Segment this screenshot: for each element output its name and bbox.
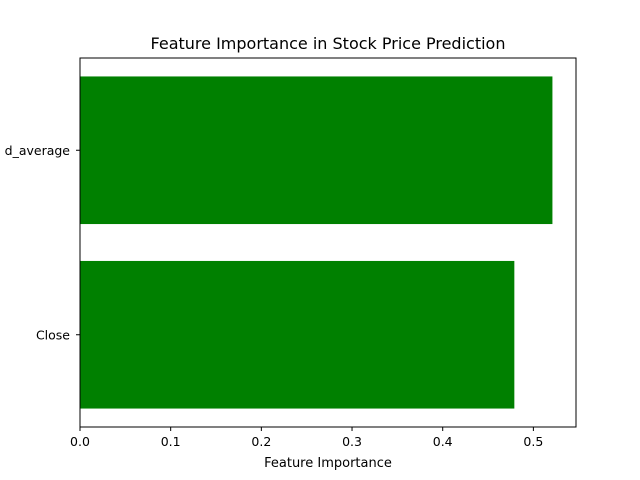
bars-group <box>80 76 553 409</box>
bar-close <box>80 260 515 409</box>
x-axis-label: Feature Importance <box>264 456 392 471</box>
x-tick-label: 0.2 <box>251 434 271 449</box>
y-axis-ticks: Close d_average <box>5 143 80 342</box>
chart-title: Feature Importance in Stock Price Predic… <box>151 34 506 53</box>
y-tick-label: Close <box>36 327 70 342</box>
x-tick-label: 0.3 <box>342 434 362 449</box>
x-tick-label: 0.4 <box>433 434 453 449</box>
plot-frame <box>79 57 577 428</box>
x-tick-label: 0.1 <box>161 434 181 449</box>
x-tick-label: 0.0 <box>70 434 90 449</box>
y-tick-label: d_average <box>5 143 71 158</box>
x-axis-ticks: 0.0 0.1 0.2 0.3 0.4 0.5 <box>70 427 543 449</box>
bar-d-average <box>80 76 553 225</box>
x-tick-label: 0.5 <box>523 434 543 449</box>
